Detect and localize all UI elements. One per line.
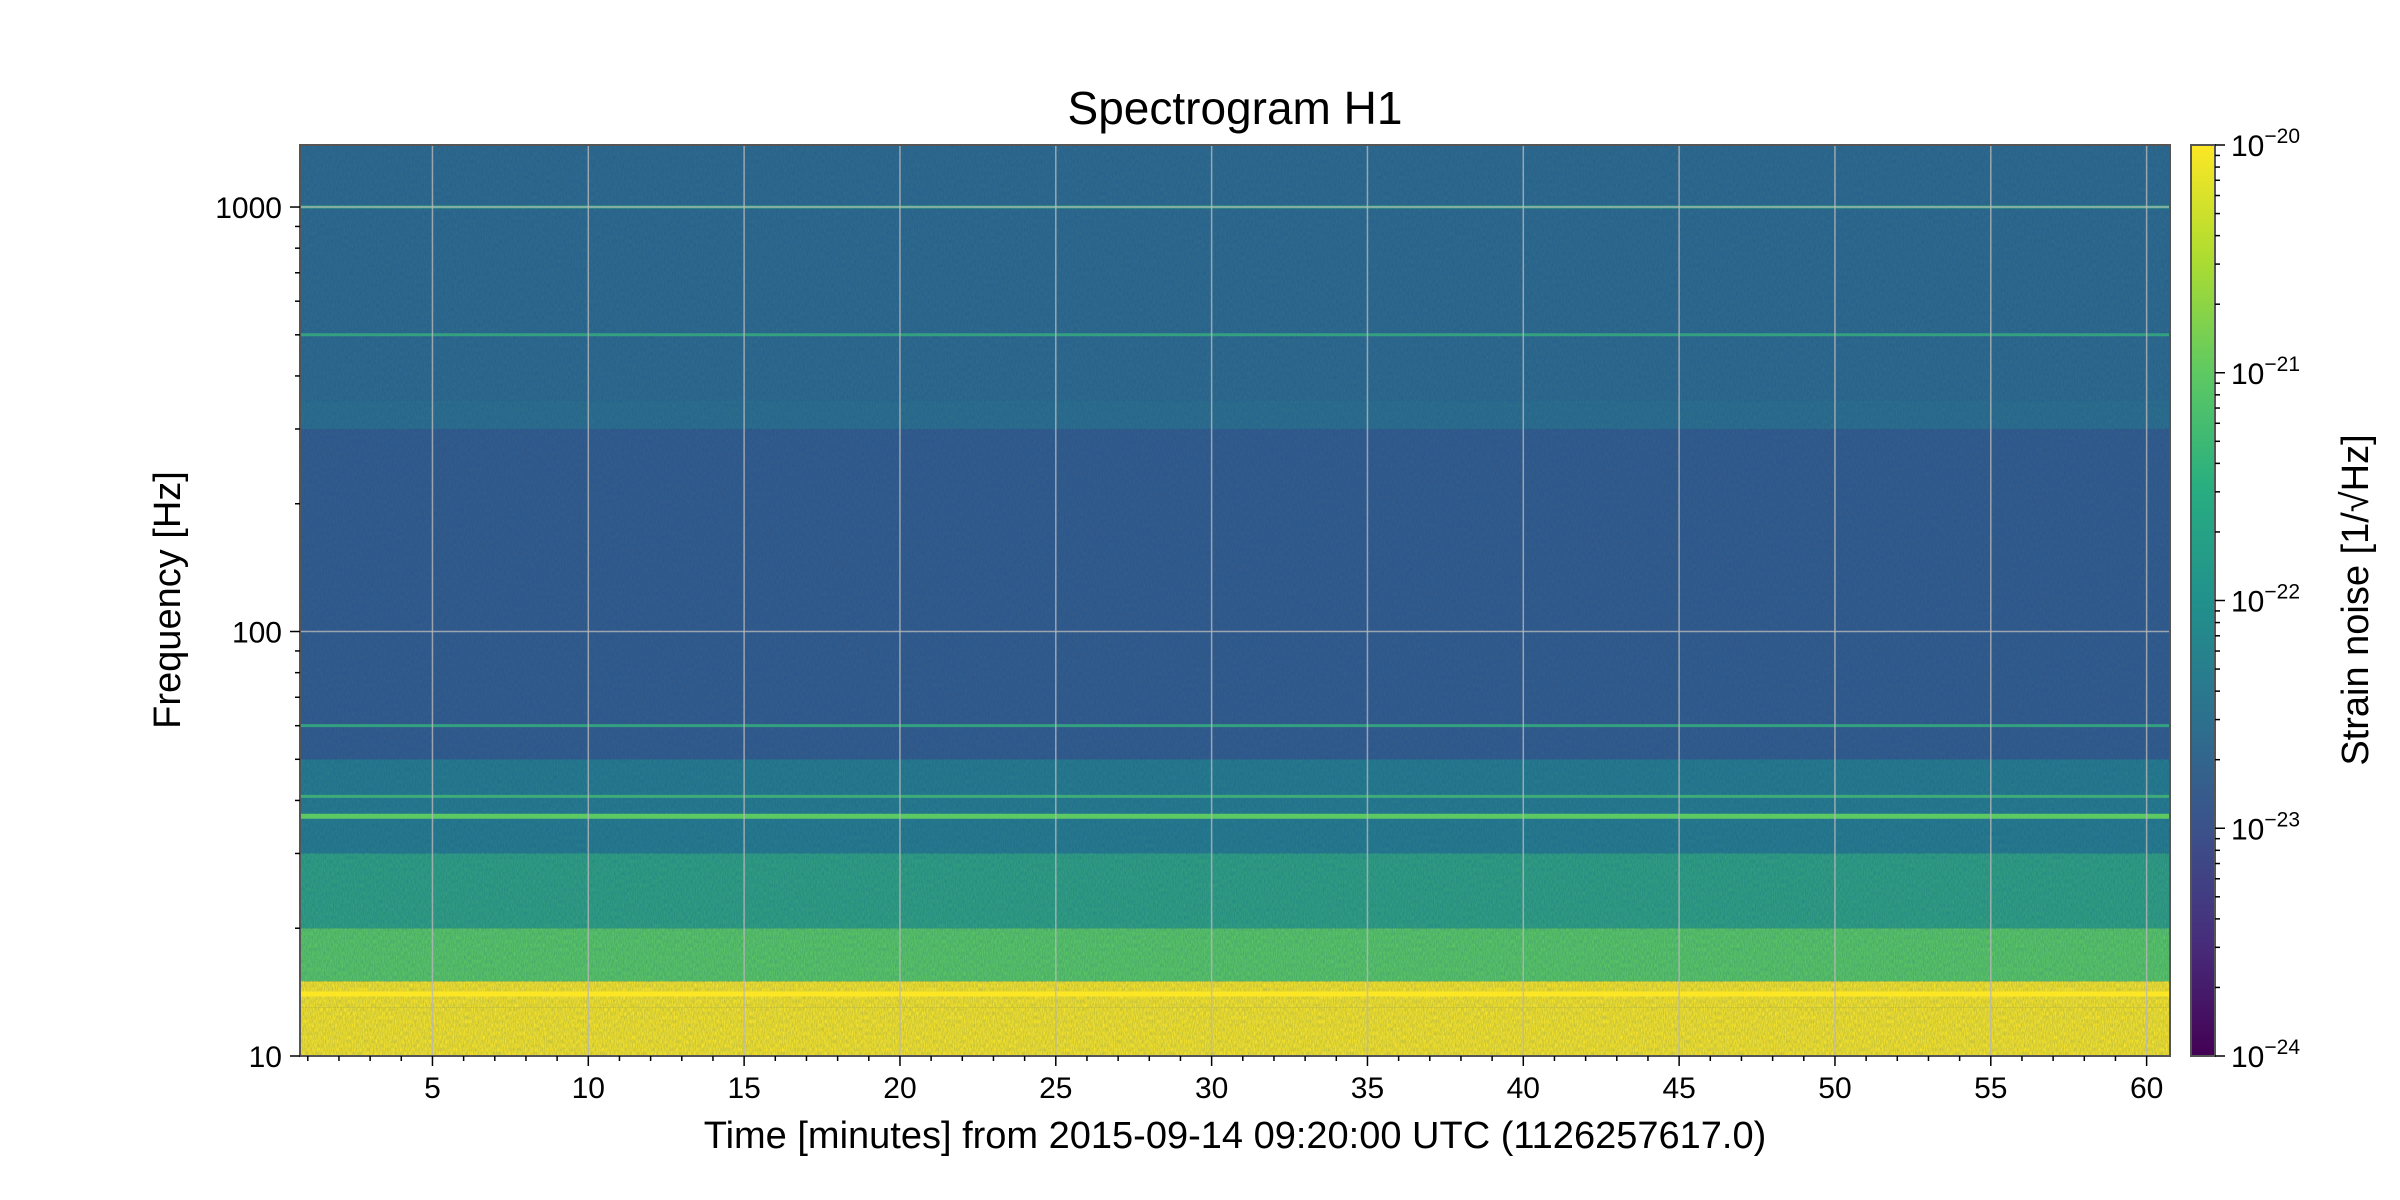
x-tick-label: 30	[1195, 1072, 1228, 1105]
colorbar-gradient	[2190, 144, 2216, 1057]
colorbar-tick-label: 10−20	[2231, 125, 2300, 163]
x-tick-label: 35	[1351, 1072, 1384, 1105]
x-tick-label: 45	[1662, 1072, 1695, 1105]
y-tick-label: 10	[249, 1041, 282, 1074]
x-tick-label: 5	[424, 1072, 441, 1105]
y-tick-label: 100	[232, 617, 282, 650]
y-tick-label: 1000	[215, 192, 282, 225]
chart-title: Spectrogram H1	[1068, 82, 1403, 134]
x-tick-label: 50	[1818, 1072, 1851, 1105]
colorbar-tick-label: 10−21	[2231, 353, 2300, 391]
colorbar-label: Strain noise [1/√Hz]	[2335, 434, 2377, 765]
colorbar: 10−24 10−23 10−22 10−21 10−20	[2190, 125, 2300, 1074]
spectrogram-heatmap	[300, 145, 2170, 1056]
noise-texture	[300, 145, 2170, 1056]
x-tick-label: 60	[2130, 1072, 2163, 1105]
x-tick-label: 55	[1974, 1072, 2007, 1105]
x-tick-label: 10	[572, 1072, 605, 1105]
x-tick-label: 20	[883, 1072, 916, 1105]
x-axis-label: Time [minutes] from 2015-09-14 09:20:00 …	[704, 1115, 1766, 1157]
colorbar-tick-label: 10−23	[2231, 808, 2300, 846]
colorbar-tick-label: 10−24	[2231, 1036, 2300, 1074]
colorbar-tick-label: 10−22	[2231, 581, 2300, 619]
y-axis-label: Frequency [Hz]	[147, 471, 189, 729]
x-tick-label: 25	[1039, 1072, 1072, 1105]
plot-frame	[299, 144, 2171, 1057]
x-tick-label: 40	[1507, 1072, 1540, 1105]
x-tick-label: 15	[727, 1072, 760, 1105]
